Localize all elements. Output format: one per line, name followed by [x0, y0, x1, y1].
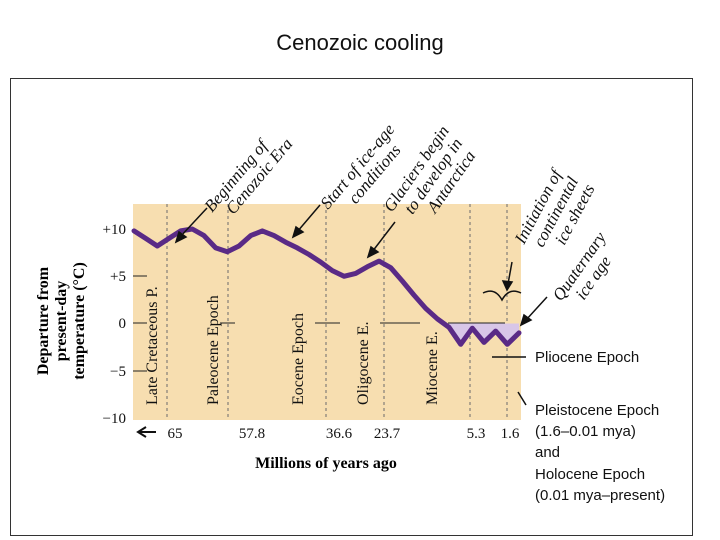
y-axis-title-line: temperature (°C) — [71, 262, 88, 380]
arrow-continental — [507, 261, 513, 285]
ice-sheet-bracket — [482, 290, 522, 302]
pleistocene-line: and — [535, 444, 560, 461]
pleistocene-line: (1.6–0.01 mya) — [535, 423, 636, 440]
y-guides — [133, 275, 505, 372]
x-tick-label: 57.8 — [239, 426, 265, 442]
x-axis: 65 57.8 36.6 23.7 5.3 1.6 Millions of ye… — [136, 426, 520, 472]
x-tick-label: 23.7 — [374, 426, 401, 442]
epoch-label: Oligocene E. — [355, 321, 372, 405]
arrowhead-quaternary — [519, 313, 533, 327]
arrowhead-cenozoic — [174, 230, 188, 244]
pleistocene-line: Holocene Epoch — [535, 466, 645, 483]
x-tick-label: 5.3 — [467, 426, 486, 442]
slide-title: Cenozoic cooling — [276, 30, 444, 55]
y-tick-label: +10 — [103, 222, 126, 238]
annotation-arrows — [174, 204, 548, 327]
epoch-label: Eocene Epoch — [290, 313, 307, 405]
x-axis-title: Millions of years ago — [255, 455, 397, 472]
pleistocene-leader — [517, 391, 527, 406]
y-axis-title-line: Departure from — [35, 266, 52, 375]
arrow-quaternary — [525, 296, 548, 321]
y-tick-label: −5 — [110, 364, 126, 380]
legend: Pliocene Epoch Pleistocene Epoch (1.6–0.… — [492, 349, 665, 504]
epoch-label: Miocene E. — [424, 331, 441, 405]
epoch-label: Paleocene Epoch — [205, 295, 222, 405]
temperature-line — [131, 226, 522, 347]
epoch-label: Late Cretaceous P. — [144, 286, 161, 405]
arrowhead-antarctica — [366, 245, 380, 259]
y-tick-label: −10 — [103, 411, 126, 427]
arrow-antarctica — [371, 221, 396, 253]
arrow-ice-age-start — [296, 204, 321, 233]
epoch-labels: Late Cretaceous P. Paleocene Epoch Eocen… — [144, 286, 441, 405]
pleistocene-line: Pleistocene Epoch — [535, 402, 659, 419]
pleistocene-line: (0.01 mya–present) — [535, 487, 665, 504]
x-tick-label: 65 — [168, 426, 183, 442]
arrowhead-continental — [501, 280, 514, 292]
y-tick-labels: +10 +5 0 −5 −10 — [103, 222, 126, 427]
y-tick-label: 0 — [119, 316, 127, 332]
y-tick-label: +5 — [110, 269, 126, 285]
x-tick-label: 36.6 — [326, 426, 353, 442]
pliocene-label: Pliocene Epoch — [535, 349, 639, 366]
plot-background — [133, 204, 521, 420]
arrowhead-ice-age-start — [291, 225, 305, 239]
quaternary-ice-fill — [449, 323, 519, 345]
figure-frame — [10, 78, 693, 536]
y-axis-title: Departure from present-day temperature (… — [35, 262, 88, 380]
x-axis-arrow — [136, 426, 156, 438]
y-axis-title-line: present-day — [53, 281, 70, 362]
x-tick-label: 1.6 — [501, 426, 520, 442]
arrow-cenozoic — [179, 207, 208, 238]
